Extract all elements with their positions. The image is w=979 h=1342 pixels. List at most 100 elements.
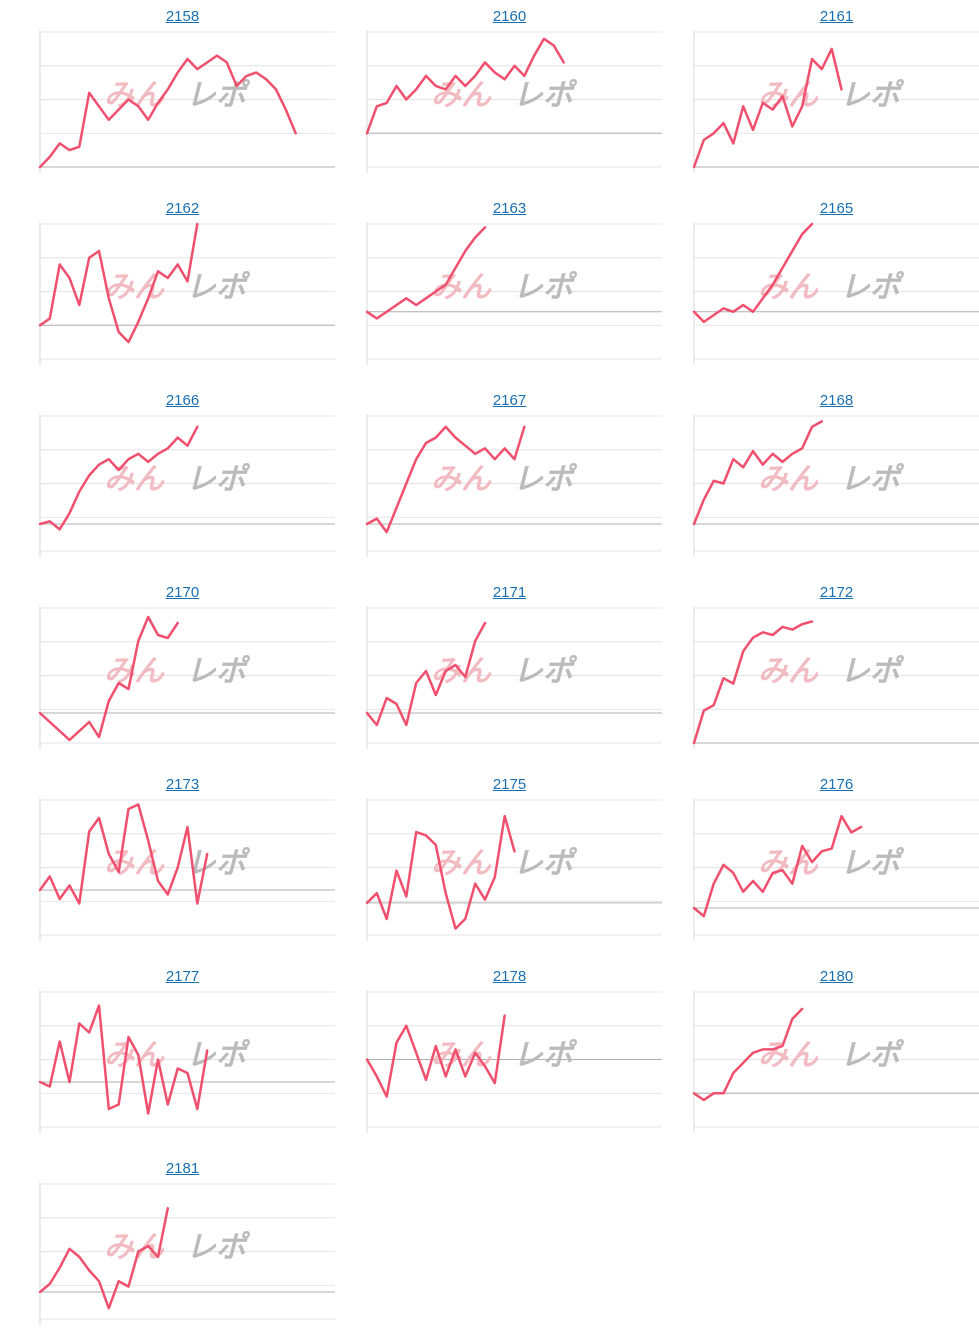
watermark-logo: みん レポ [104,1230,251,1265]
chart-2158: 2158 みん レポ [30,0,335,190]
chart-2166: 2166 みん レポ [30,384,335,574]
chart-title-link[interactable]: 2167 [492,392,527,409]
line-chart: みん レポ [38,30,335,173]
watermark-text-left: みん [104,1230,165,1265]
series-line [38,425,199,531]
chart-title-link[interactable]: 2166 [165,392,200,409]
watermark-logo: みん レポ [104,654,251,689]
line-chart: みん レポ [692,990,979,1133]
chart-2168: 2168 みん レポ [684,384,979,574]
line-chart: みん レポ [38,606,335,749]
series-line [365,37,565,135]
chart-2181: 2181 みん レポ [30,1152,335,1342]
chart-title-link[interactable]: 2162 [165,200,200,217]
chart-2173: 2173 みん レポ [30,768,335,958]
watermark-text-right: レポ [186,462,251,497]
watermark-text-left: みん [104,1038,165,1073]
watermark-logo: みん レポ [104,78,251,113]
line-chart: みん レポ [365,798,662,941]
series-line [38,222,199,344]
chart-title-link[interactable]: 2171 [492,584,527,601]
line-chart: みん レポ [38,1182,335,1325]
line-chart: みん レポ [38,222,335,365]
line-chart: みん レポ [692,414,979,557]
line-chart: みん レポ [692,30,979,173]
watermark-logo: みん レポ [431,462,578,497]
chart-title-link[interactable]: 2170 [165,584,200,601]
chart-2178: 2178 みん レポ [357,960,662,1150]
chart-2162: 2162 みん レポ [30,192,335,382]
series-line [38,615,179,742]
watermark-text-right: レポ [840,78,905,113]
watermark-text-left: みん [758,78,819,113]
chart-2176: 2176 みん レポ [684,768,979,958]
chart-title-link[interactable]: 2161 [819,8,854,25]
series-line [692,1007,804,1102]
watermark-text-left: みん [758,846,819,881]
line-chart: みん レポ [692,606,979,749]
chart-title-link[interactable]: 2176 [819,776,854,793]
watermark-logo: みん レポ [758,1038,905,1073]
line-chart: みん レポ [365,222,662,365]
line-chart: みん レポ [692,222,979,365]
series-line [38,803,209,905]
chart-title-link[interactable]: 2158 [165,8,200,25]
chart-2165: 2165 みん レポ [684,192,979,382]
series-line [692,47,843,169]
watermark-logo: みん レポ [431,1038,578,1073]
watermark-logo: みん レポ [758,462,905,497]
chart-title-link[interactable]: 2177 [165,968,200,985]
watermark-text-right: レポ [840,654,905,689]
series-line [692,420,824,526]
chart-2160: 2160 みん レポ [357,0,662,190]
chart-title-link[interactable]: 2180 [819,968,854,985]
chart-title-link[interactable]: 2160 [492,8,527,25]
watermark-logo: みん レポ [104,462,251,497]
chart-2172: 2172 みん レポ [684,576,979,766]
watermark-text-left: みん [758,270,819,305]
watermark-text-right: レポ [186,654,251,689]
watermark-logo: みん レポ [758,846,905,881]
watermark-text-right: レポ [513,78,578,113]
watermark-logo: みん レポ [431,78,578,113]
series-line [365,1014,506,1098]
chart-title-link[interactable]: 2168 [819,392,854,409]
line-chart: みん レポ [692,798,979,941]
watermark-logo: みん レポ [104,270,251,305]
watermark-logo: みん レポ [431,846,578,881]
watermark-text-right: レポ [513,1038,578,1073]
line-chart: みん レポ [38,798,335,941]
watermark-text-right: レポ [186,1230,251,1265]
series-line [38,54,297,169]
watermark-text-right: レポ [186,78,251,113]
watermark-logo: みん レポ [758,270,905,305]
series-line [692,814,863,918]
chart-title-link[interactable]: 2181 [165,1160,200,1177]
watermark-text-right: レポ [186,1038,251,1073]
watermark-text-right: レポ [840,1038,905,1073]
line-chart: みん レポ [38,990,335,1133]
line-chart: みん レポ [365,606,662,749]
chart-title-link[interactable]: 2178 [492,968,527,985]
watermark-text-right: レポ [513,654,578,689]
series-line [365,814,516,930]
line-chart: みん レポ [365,414,662,557]
chart-2167: 2167 みん レポ [357,384,662,574]
watermark-text-right: レポ [840,270,905,305]
chart-title-link[interactable]: 2172 [819,584,854,601]
watermark-text-left: みん [758,1038,819,1073]
chart-title-link[interactable]: 2173 [165,776,200,793]
chart-2161: 2161 みん レポ [684,0,979,190]
series-line [365,226,487,320]
chart-title-link[interactable]: 2175 [492,776,527,793]
chart-title-link[interactable]: 2165 [819,200,854,217]
watermark-text-right: レポ [186,270,251,305]
chart-2177: 2177 みん レポ [30,960,335,1150]
watermark-text-right: レポ [513,846,578,881]
series-line [365,621,487,727]
line-chart: みん レポ [365,990,662,1133]
chart-title-link[interactable]: 2163 [492,200,527,217]
watermark-logo: みん レポ [104,1038,251,1073]
watermark-text-right: レポ [186,846,251,881]
